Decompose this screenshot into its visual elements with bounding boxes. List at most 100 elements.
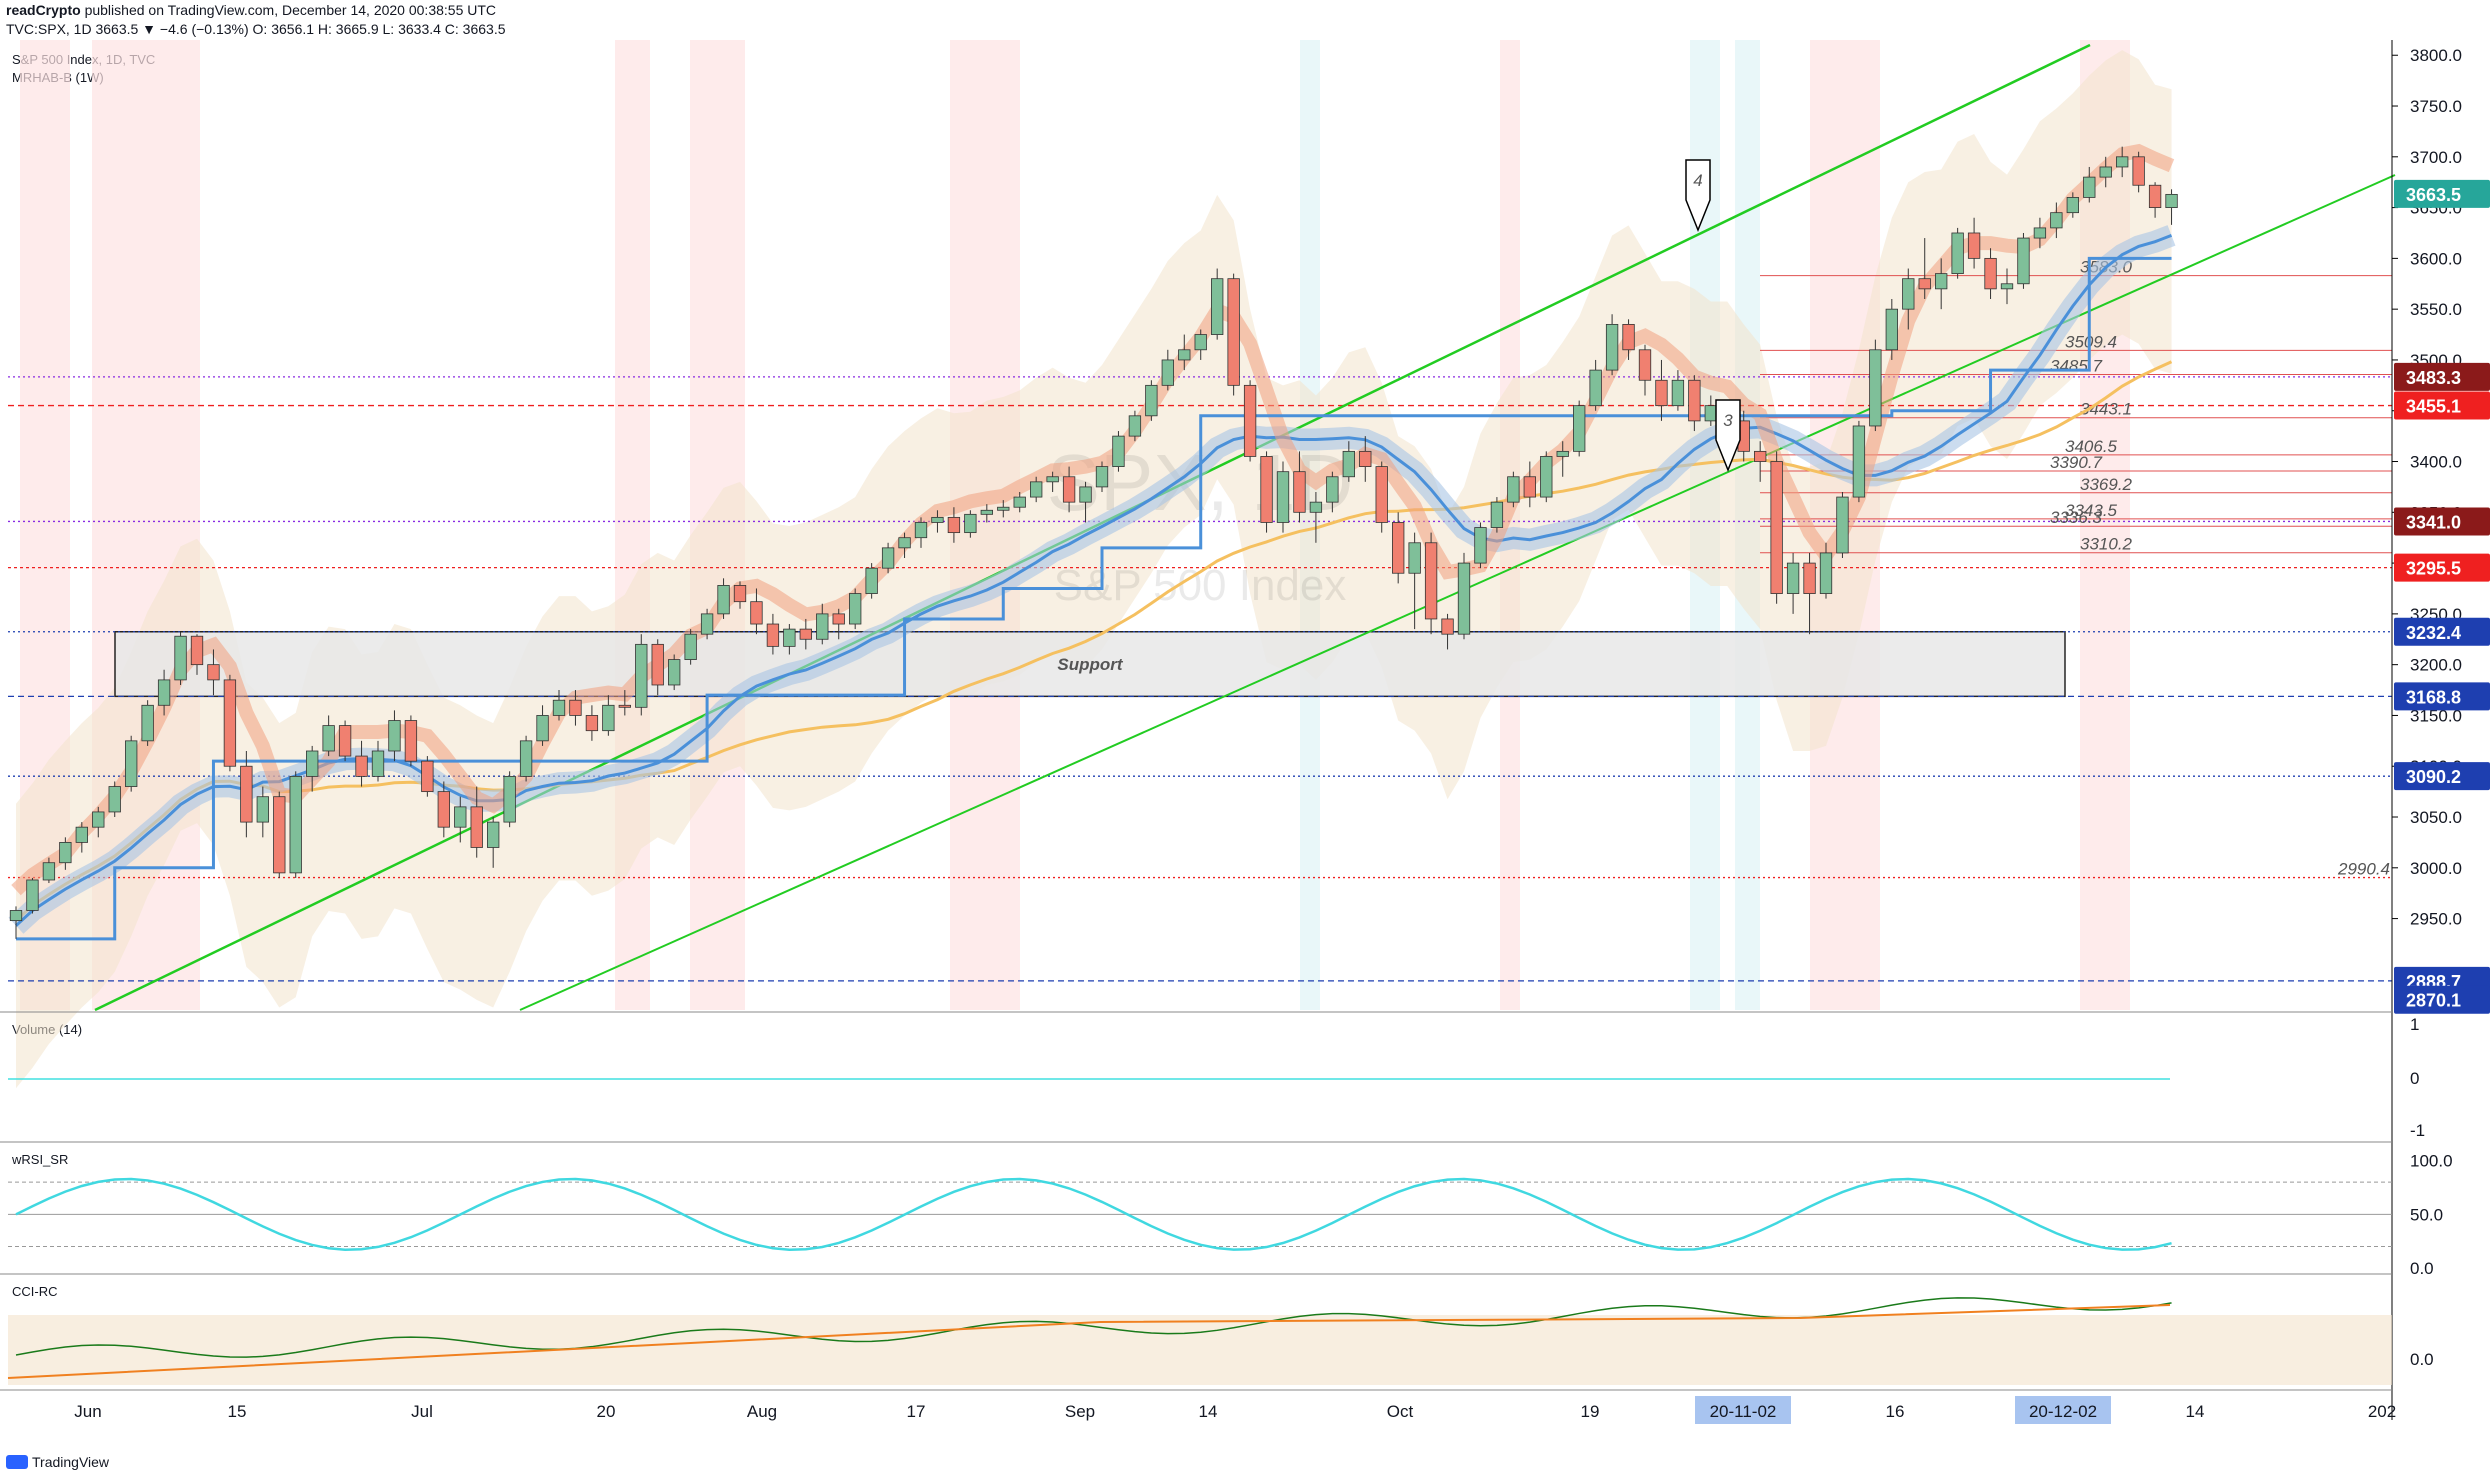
- y-tick-label: 3050.0: [2410, 808, 2462, 827]
- candle-body: [1902, 278, 1915, 310]
- price-tag-label: 3232.4: [2406, 623, 2461, 643]
- candle-body: [289, 775, 302, 874]
- callout-3: 3: [1723, 411, 1733, 430]
- candle-body: [1309, 501, 1323, 513]
- candle-body: [2050, 212, 2063, 229]
- ma-red-band: [11, 143, 2175, 896]
- x-axis-label: 20-12-02: [2029, 1402, 2097, 1421]
- candle-body: [1161, 359, 1174, 386]
- candle-body: [273, 796, 286, 874]
- volume-axis-label: -1: [2410, 1121, 2425, 1140]
- ma-orange-line: [14, 360, 2173, 922]
- y-tick-label: 3750.0: [2410, 97, 2462, 116]
- candle-body: [9, 910, 23, 922]
- candle-body: [750, 601, 763, 625]
- candle-body: [1507, 476, 1520, 503]
- x-axis-label: 14: [1199, 1402, 1218, 1421]
- y-tick-label: 3700.0: [2410, 148, 2462, 167]
- cci-pane-label: CCI-RC: [12, 1284, 58, 1299]
- candle-body: [1375, 466, 1388, 523]
- candle-body: [487, 821, 500, 848]
- candle-body: [141, 704, 154, 742]
- candle-body: [223, 679, 237, 767]
- candle-body: [1622, 323, 1635, 351]
- candle-body: [635, 643, 648, 708]
- level-label: 3390.7: [2050, 453, 2103, 472]
- candle-body: [1984, 257, 1997, 290]
- candle-body: [1688, 379, 1701, 422]
- candle-body: [1260, 456, 1273, 523]
- price-tag: [2394, 362, 2490, 391]
- candle-body: [338, 725, 352, 757]
- price-tag: [2394, 617, 2490, 646]
- envelope-band: [16, 50, 2172, 1089]
- candle-body: [26, 879, 39, 911]
- candle-body: [1918, 278, 1931, 290]
- candle-body: [1145, 384, 1158, 417]
- y-tick-label: 3400.0: [2410, 453, 2462, 472]
- wrsi-axis-label: 0.0: [2410, 1259, 2434, 1278]
- candle-body: [1178, 349, 1191, 361]
- x-axis-label: Aug: [747, 1402, 777, 1421]
- volume-axis-label: 1: [2410, 1015, 2419, 1034]
- candle-body: [914, 522, 928, 539]
- candle-body: [2066, 197, 2079, 214]
- candle-body: [1671, 379, 1685, 407]
- candle-body: [322, 725, 335, 752]
- candle-body: [849, 593, 862, 625]
- candle-body: [1770, 461, 1783, 594]
- candle-body: [898, 537, 911, 549]
- wrsi-pane-label: wRSI_SR: [12, 1152, 69, 1167]
- price-tag-label: 3663.5: [2406, 185, 2461, 205]
- brand-name: TradingView: [32, 1454, 110, 1470]
- x-axis-label: Jul: [411, 1402, 433, 1421]
- candle-body: [2033, 227, 2047, 239]
- candle-body: [2083, 176, 2096, 198]
- candle-body: [1128, 415, 1142, 437]
- tradingview-logo-icon: [6, 1455, 28, 1469]
- candle-body: [240, 765, 253, 823]
- candle-body: [651, 643, 664, 686]
- candle-body: [1211, 278, 1224, 335]
- candle-body: [1803, 562, 1816, 594]
- callout-4: 4: [1693, 171, 1702, 190]
- author-name: readCrypto: [6, 2, 81, 18]
- candle-body: [1655, 379, 1668, 407]
- x-axis-label: Jun: [74, 1402, 101, 1421]
- price-tag-label: 3295.5: [2406, 559, 2461, 579]
- candle-body: [75, 826, 88, 843]
- x-axis-label: Oct: [1387, 1402, 1414, 1421]
- candle-body: [2017, 237, 2030, 285]
- candle-body: [1227, 278, 1240, 386]
- candle-body: [1704, 405, 1717, 422]
- candle-body: [388, 720, 401, 752]
- x-axis-label: 15: [228, 1402, 247, 1421]
- candle-body: [1359, 450, 1372, 467]
- candle-body: [1869, 349, 1882, 427]
- x-axis-label: 14: [2186, 1402, 2205, 1421]
- candle-body: [684, 633, 697, 660]
- price-tag: [2394, 985, 2490, 1014]
- cci-signal-line: [7, 1304, 2171, 1379]
- candle-body: [964, 513, 977, 534]
- candle-body: [454, 806, 467, 828]
- channel-lower-line: [519, 174, 2396, 1011]
- price-tag-label: 3168.8: [2406, 687, 2461, 707]
- candle-body: [1638, 349, 1652, 381]
- price-tag: [2394, 682, 2490, 711]
- volume-axis-label: 0: [2410, 1069, 2419, 1088]
- level-label: 2990.4: [2337, 860, 2390, 879]
- price-tag: [2394, 179, 2490, 208]
- candle-body: [1046, 476, 1059, 483]
- candle-body: [1951, 232, 1964, 275]
- candle-body: [1556, 450, 1569, 457]
- candle-body: [1408, 542, 1421, 574]
- candle-body: [980, 509, 993, 515]
- level-label: 3310.2: [2080, 535, 2133, 554]
- candle-body: [1342, 450, 1355, 478]
- candle-body: [2132, 156, 2145, 186]
- candle-body: [618, 704, 631, 708]
- candle-body: [602, 704, 615, 732]
- y-tick-label: 3800.0: [2410, 46, 2462, 65]
